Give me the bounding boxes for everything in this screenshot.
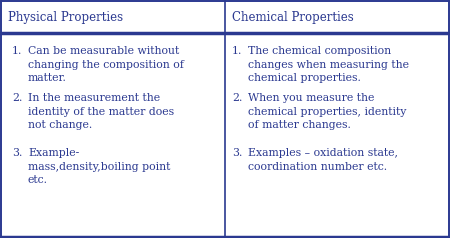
Text: 2.: 2.: [12, 93, 22, 103]
Text: 2.: 2.: [232, 93, 243, 103]
Text: The chemical composition
changes when measuring the
chemical properties.: The chemical composition changes when me…: [248, 46, 409, 83]
Text: Example-
mass,density,boiling point
etc.: Example- mass,density,boiling point etc.: [28, 148, 171, 185]
Text: Physical Properties: Physical Properties: [8, 11, 123, 25]
Text: Can be measurable without
changing the composition of
matter.: Can be measurable without changing the c…: [28, 46, 184, 83]
Text: Chemical Properties: Chemical Properties: [232, 11, 354, 25]
Text: In the measurement the
identity of the matter does
not change.: In the measurement the identity of the m…: [28, 93, 174, 130]
Text: 1.: 1.: [12, 46, 22, 56]
Text: 1.: 1.: [232, 46, 243, 56]
Text: 3.: 3.: [12, 148, 22, 158]
Text: Examples – oxidation state,
coordination number etc.: Examples – oxidation state, coordination…: [248, 148, 398, 172]
Text: 3.: 3.: [232, 148, 243, 158]
Text: When you measure the
chemical properties, identity
of matter changes.: When you measure the chemical properties…: [248, 93, 406, 130]
